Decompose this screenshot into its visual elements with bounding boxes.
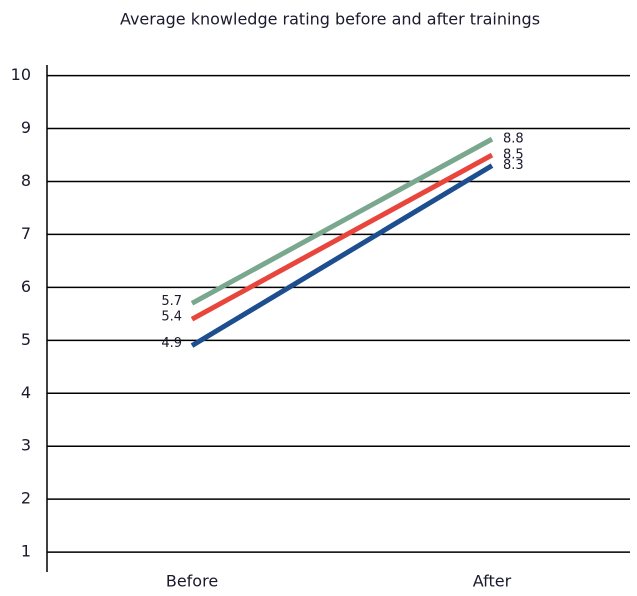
data-label: 8.3 [503, 158, 524, 173]
y-tick-label: 10 [11, 65, 31, 84]
y-tick-label: 7 [21, 224, 31, 243]
y-tick-label: 9 [21, 118, 31, 137]
y-tick-label: 8 [21, 171, 31, 190]
data-label: 4.9 [161, 336, 182, 351]
x-tick-label: After [473, 572, 512, 591]
data-label: 8.5 [503, 148, 524, 163]
y-tick-label: 3 [21, 436, 31, 455]
series-line [190, 163, 494, 348]
series-line [190, 136, 494, 306]
x-tick-label: Before [166, 572, 218, 591]
y-tick-label: 1 [21, 542, 31, 561]
y-tick-label: 6 [21, 277, 31, 296]
data-label: 8.8 [503, 132, 524, 147]
y-tick-label: 5 [21, 330, 31, 349]
data-label: 5.4 [161, 310, 182, 325]
chart-title: Average knowledge rating before and afte… [120, 10, 540, 29]
y-tick-label: 4 [21, 383, 31, 402]
y-tick-label: 2 [21, 489, 31, 508]
series-line [190, 152, 494, 322]
data-label: 5.7 [161, 294, 182, 309]
